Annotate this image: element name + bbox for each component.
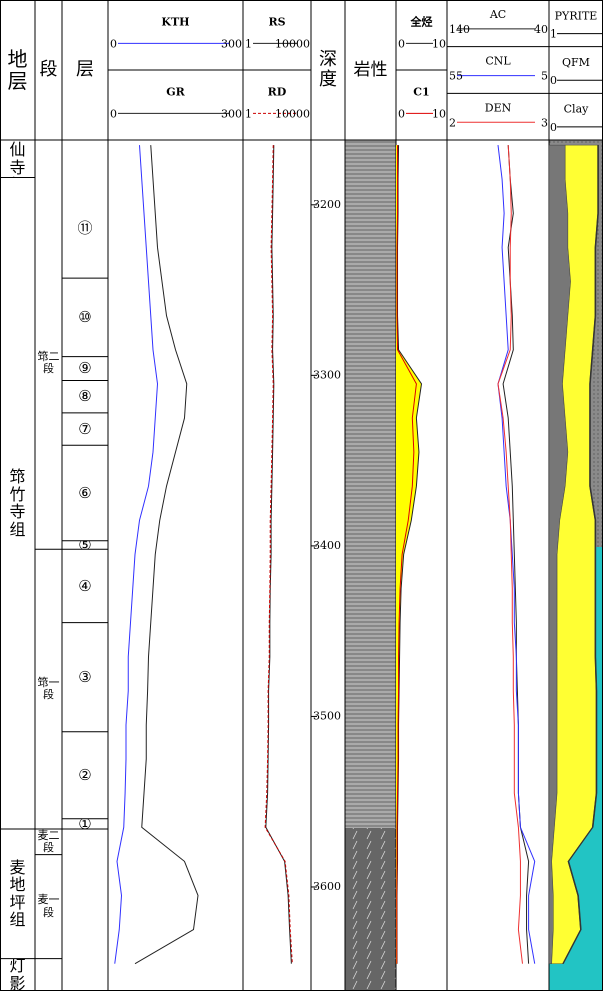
volume-scale: 1 — [550, 28, 557, 41]
volume-name: QFM — [562, 56, 590, 69]
log-curve — [497, 145, 523, 964]
header-lithology: 岩性 — [353, 59, 388, 80]
curve-name: 全烃 — [410, 14, 433, 28]
volume-scale: 0 — [550, 121, 557, 134]
layer-label: ④ — [78, 576, 92, 595]
scale-min: 140 — [449, 23, 470, 36]
depth-label: 3200 — [313, 198, 341, 211]
log-curve — [396, 145, 423, 964]
header-depth: 深度 — [319, 49, 337, 90]
header-layer: 层 — [76, 59, 94, 81]
layer-label: ⑤ — [62, 541, 108, 550]
member-label: 麦一段 — [37, 893, 60, 919]
curve-name: RS — [268, 15, 285, 28]
curve-name: C1 — [413, 85, 429, 98]
layer-label: ③ — [78, 667, 92, 686]
formation-label: 麦地坪组 — [9, 857, 26, 930]
depth-label: 3600 — [313, 880, 341, 893]
lithology-dolomite — [345, 828, 396, 991]
scale-max: 10 — [432, 107, 446, 120]
formation-label: 遇仙寺组 — [9, 140, 26, 178]
header-formation: 地层 — [7, 47, 28, 93]
scale-max: 40 — [534, 23, 548, 36]
layer-label: ⑥ — [78, 483, 92, 502]
log-curve — [396, 145, 417, 964]
log-curve — [264, 145, 293, 964]
curve-name: CNL — [485, 55, 511, 68]
volume-name: Clay — [564, 103, 589, 116]
scale-min: 2 — [449, 116, 456, 129]
log-curve — [265, 145, 292, 964]
scale-max: 10 — [432, 37, 446, 50]
member-label: 筇一段 — [37, 676, 60, 702]
layer-label: ⑩ — [78, 308, 92, 327]
layer-label: ⑪ — [77, 218, 93, 237]
log-curve — [502, 145, 530, 964]
depth-label: 3500 — [313, 709, 341, 722]
curve-name: AC — [489, 8, 506, 21]
formation-label: 筇竹寺组 — [9, 467, 26, 539]
volume-area — [562, 144, 599, 964]
depth-label: 3400 — [313, 539, 341, 552]
log-curve — [134, 145, 199, 965]
scale-max: 10000 — [275, 37, 310, 50]
scale-min: 0 — [398, 107, 405, 120]
depth-label: 3300 — [313, 368, 341, 381]
layer-label: ⑨ — [78, 359, 92, 378]
scale-max: 10000 — [275, 107, 310, 120]
log-curve — [497, 145, 536, 964]
gas-fill — [396, 145, 422, 964]
member-label: 筇二段 — [37, 350, 60, 376]
scale-min: 55 — [449, 70, 463, 83]
scale-min: 1 — [245, 107, 252, 120]
scale-min: 0 — [398, 37, 405, 50]
curve-name: GR — [166, 85, 185, 98]
header-member: 段 — [39, 59, 58, 81]
scale-max: 3 — [541, 116, 548, 129]
layer-label: ① — [78, 818, 92, 829]
lithology-shale — [345, 140, 396, 828]
formation-label: 灯影 — [9, 958, 26, 991]
volume-scale: 0 — [550, 74, 557, 87]
scale-min: 0 — [110, 107, 117, 120]
layer-label: ⑦ — [78, 419, 92, 438]
scale-max: 300 — [221, 107, 242, 120]
log-curve — [114, 145, 159, 964]
volume-name: PYRITE — [555, 9, 598, 22]
curve-name: KTH — [161, 15, 189, 28]
layer-label: ② — [78, 766, 92, 784]
curve-name: RD — [268, 85, 287, 98]
member-label: 麦二段 — [37, 828, 60, 854]
curve-name: DEN — [485, 101, 512, 114]
scale-min: 0 — [110, 37, 117, 50]
layer-label: ⑧ — [78, 387, 92, 406]
scale-max: 5 — [541, 70, 548, 83]
scale-min: 1 — [245, 37, 252, 50]
scale-max: 300 — [221, 37, 242, 50]
